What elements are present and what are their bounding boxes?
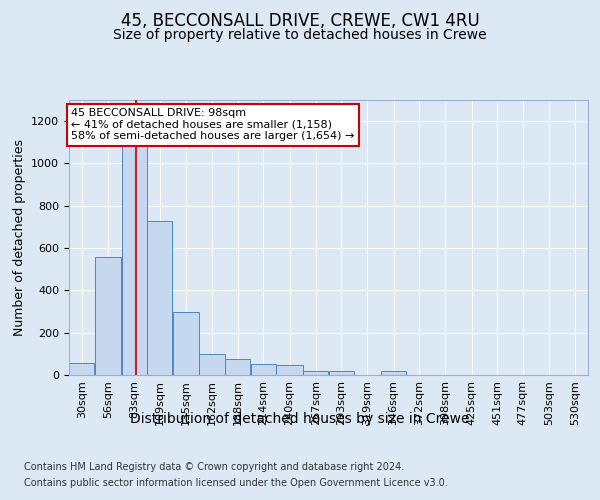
Text: Distribution of detached houses by size in Crewe: Distribution of detached houses by size …: [130, 412, 470, 426]
Text: Contains HM Land Registry data © Crown copyright and database right 2024.: Contains HM Land Registry data © Crown c…: [24, 462, 404, 472]
Text: 45 BECCONSALL DRIVE: 98sqm
← 41% of detached houses are smaller (1,158)
58% of s: 45 BECCONSALL DRIVE: 98sqm ← 41% of deta…: [71, 108, 355, 142]
Bar: [329, 371, 354, 375]
Bar: [95, 256, 121, 375]
Bar: [122, 121, 146, 375]
Text: Contains public sector information licensed under the Open Government Licence v3: Contains public sector information licen…: [24, 478, 448, 488]
Bar: [277, 366, 302, 375]
Y-axis label: Number of detached properties: Number of detached properties: [13, 139, 26, 336]
Bar: [69, 364, 94, 375]
Bar: [173, 312, 199, 375]
Bar: [225, 359, 250, 375]
Bar: [147, 220, 172, 375]
Bar: [199, 354, 224, 375]
Bar: [251, 364, 276, 375]
Text: Size of property relative to detached houses in Crewe: Size of property relative to detached ho…: [113, 28, 487, 42]
Text: 45, BECCONSALL DRIVE, CREWE, CW1 4RU: 45, BECCONSALL DRIVE, CREWE, CW1 4RU: [121, 12, 479, 30]
Bar: [381, 371, 406, 375]
Bar: [303, 371, 328, 375]
